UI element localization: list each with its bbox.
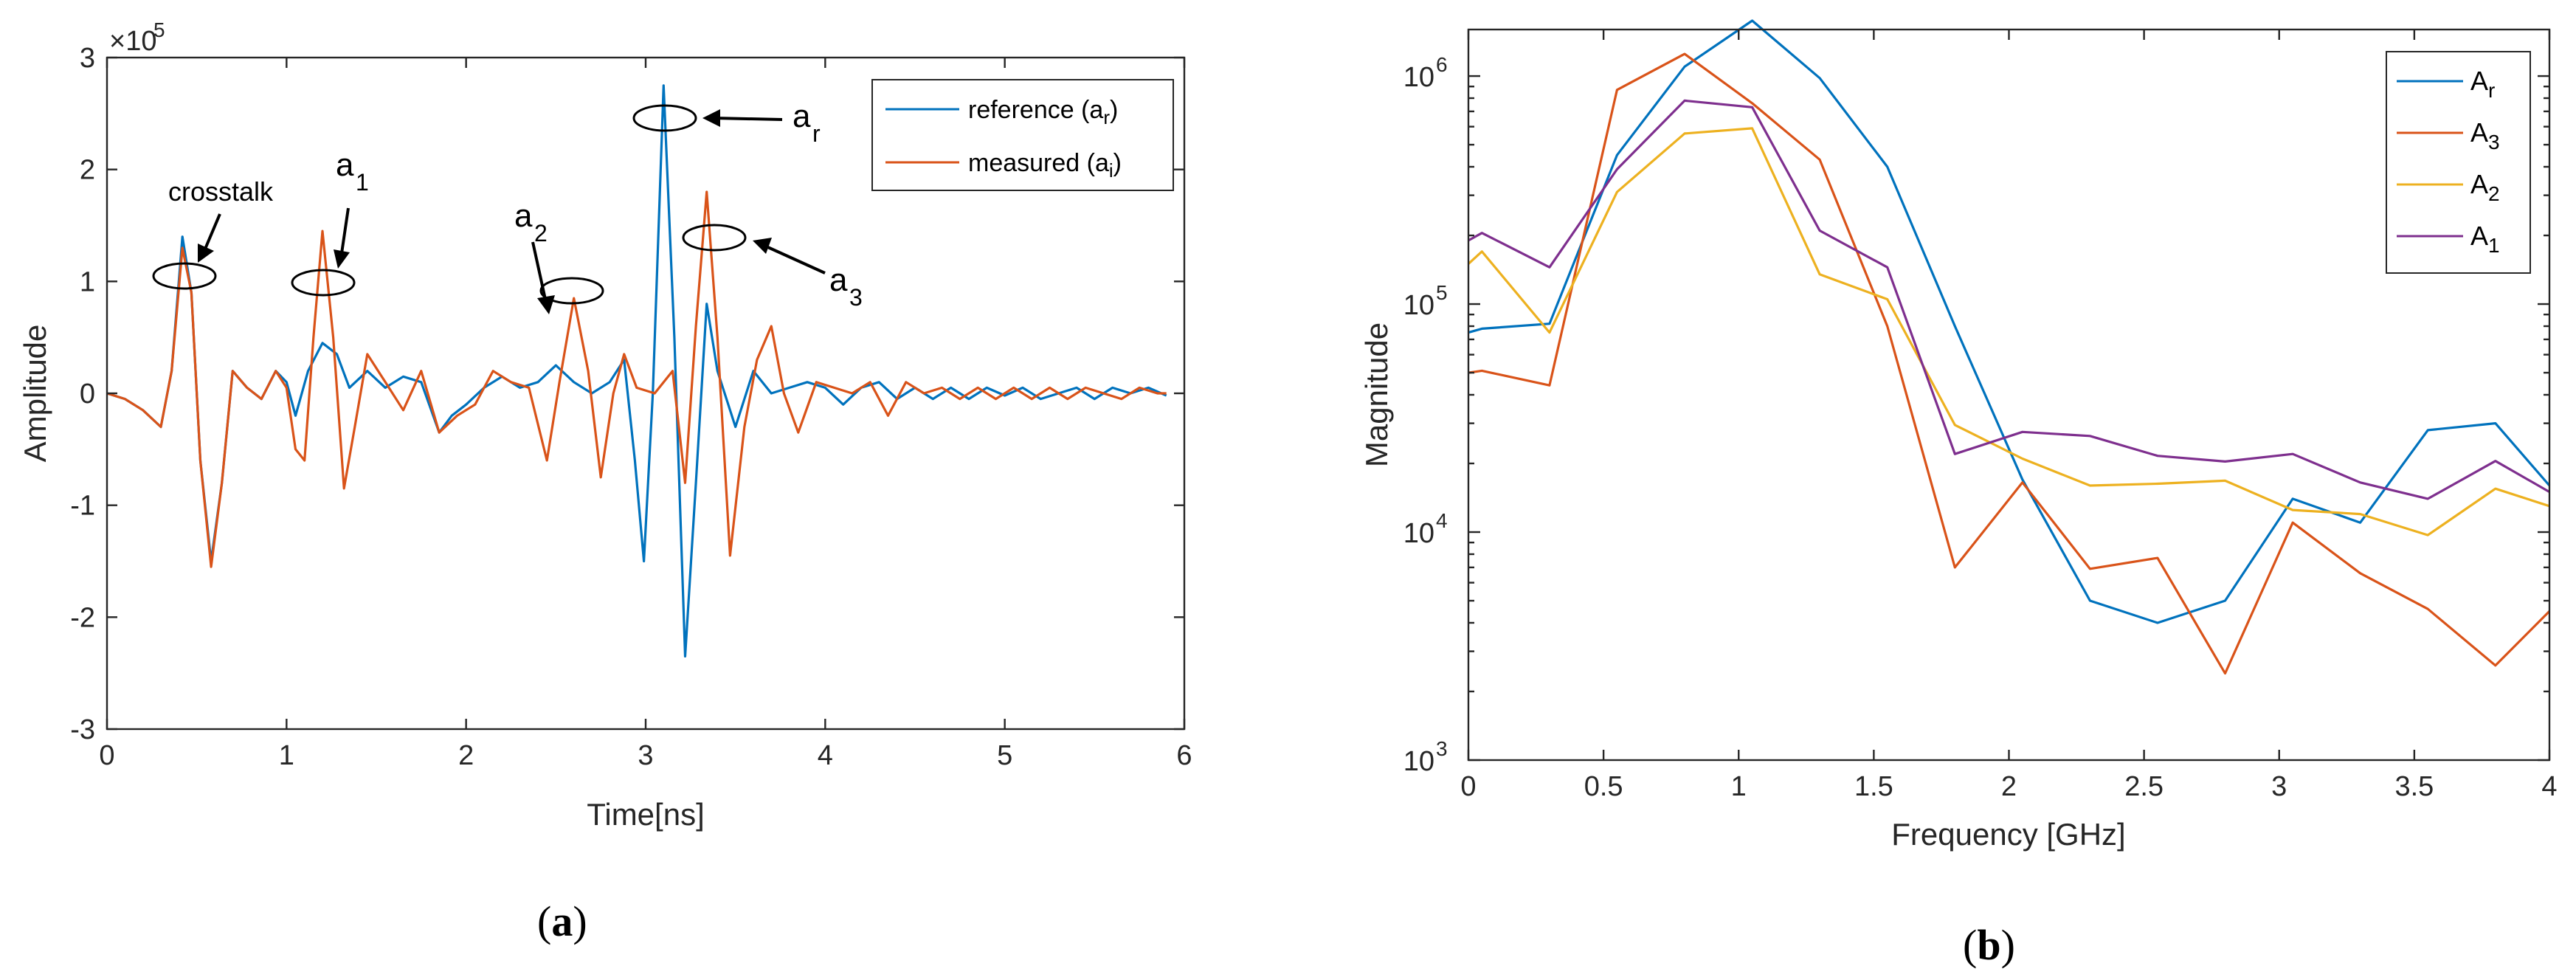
panel-b-xtick-label: 0.5 (1584, 771, 1623, 802)
panel-b-xtick-label: 1.5 (1854, 771, 1893, 802)
crosstalk-label: crosstalk (168, 176, 274, 207)
panel-b-ytick-label: 10 (1403, 746, 1434, 777)
panel-b-series-group (1467, 19, 2551, 675)
panel-a-ytick-label: -1 (70, 491, 95, 522)
panel-a-ytick-label: 1 (80, 266, 95, 297)
panel-a-xtick-label: 2 (458, 740, 474, 771)
panel-a-ytick-label: -3 (70, 714, 95, 745)
panel-a-ytick-label: 2 (80, 155, 95, 186)
a1-arrow (339, 207, 350, 259)
legend-reference-label: reference (ar) (968, 96, 1118, 128)
panel-b-ytick-label: 10 (1403, 290, 1434, 321)
panel-b-xtick-label: 3.5 (2394, 771, 2434, 802)
panel-b-series-line-A3 (1468, 52, 2551, 675)
a3-ellipse (682, 224, 747, 252)
a3-label-sub: 3 (849, 284, 863, 311)
panel-b-legend: Ar A3 A2 A1 (2386, 51, 2531, 274)
panel-b-xtick-label: 3 (2271, 771, 2287, 802)
panel-a-xlabel: Time[ns] (587, 797, 704, 832)
panel-b-caption: (b) (1963, 921, 2015, 969)
panel-b-legend-box (2386, 51, 2531, 274)
a1-label: a (336, 147, 354, 183)
crosstalk-arrow (202, 213, 221, 253)
panel-a-xtick-label: 0 (99, 740, 114, 771)
panel-a-ytick-label: -2 (70, 602, 95, 633)
panel-b-ytick-label: 10 (1403, 518, 1434, 549)
panel-b-ylabel: Magnitude (1359, 322, 1394, 467)
a2-label-sub: 2 (534, 220, 548, 246)
a1-label-sub: 1 (356, 169, 369, 196)
panel-b-xtick-label: 4 (2541, 771, 2557, 802)
panel-a-ylabel: Amplitude (18, 325, 52, 463)
panel-a-series-group (106, 84, 1167, 658)
panel-a-xtick-label: 5 (997, 740, 1012, 771)
legend-A2-label: A2 (2470, 169, 2500, 205)
panel-b-ytick-exponent: 6 (1436, 53, 1448, 76)
ar-label: a (793, 98, 811, 134)
a2-ellipse (539, 277, 604, 305)
legend-measured-label: measured (ai) (968, 149, 1122, 182)
panel-a-xtick-label: 3 (638, 740, 653, 771)
panel-b-xtick-label: 1 (1731, 771, 1747, 802)
legend-Ar-label: Ar (2470, 66, 2495, 102)
a3-label: a (829, 262, 848, 298)
panel-b-xtick-label: 0 (1460, 771, 1476, 802)
a3-arrow (762, 244, 826, 275)
ar-ellipse (632, 104, 697, 132)
a3-arrowhead (753, 238, 772, 254)
panel-a-annotations: crosstalk a 1 a 2 a r a 3 (152, 98, 863, 314)
panel-a-ytick-label: 3 (80, 43, 95, 74)
panel-a-xtick-label: 1 (279, 740, 294, 771)
panel-b-xtick-label: 2 (2001, 771, 2017, 802)
a1-ellipse (291, 269, 356, 297)
panel-a-exponent-base: ×10 (109, 26, 156, 57)
panel-a-caption: (a) (537, 897, 587, 945)
crosstalk-ellipse (152, 262, 217, 290)
legend-A3-label: A3 (2470, 117, 2500, 153)
panel-b-xlabel: Frequency [GHz] (1891, 817, 2125, 852)
panel-b-ytick-label: 10 (1403, 62, 1434, 93)
panel-b-series-line-A1 (1468, 99, 2550, 500)
panel-a-xtick-label: 6 (1176, 740, 1192, 771)
panel-a-legend: reference (ar) measured (ai) (871, 79, 1174, 191)
ar-arrow (714, 117, 783, 121)
panel-b-xtick-label: 2.5 (2124, 771, 2164, 802)
panel-a-series-line-measured (106, 190, 1167, 568)
panel-a-exponent-power: 5 (153, 18, 165, 41)
a2-arrowhead (537, 295, 555, 314)
a2-arrow (531, 241, 548, 303)
panel-a-legend-box (871, 79, 1174, 191)
panel-a-xtick-label: 4 (818, 740, 833, 771)
legend-A1-label: A1 (2470, 221, 2500, 257)
panel-b-series-line-Ar (1468, 19, 2551, 624)
ar-label-sub: r (812, 120, 821, 147)
crosstalk-arrowhead (198, 244, 214, 263)
panel-a-ytick-label: 0 (80, 379, 95, 410)
panel-b-ytick-exponent: 5 (1436, 281, 1448, 304)
ar-arrowhead (702, 109, 720, 127)
panel-b-ytick-exponent: 3 (1436, 737, 1448, 760)
panel-b-ytick-exponent: 4 (1436, 509, 1448, 532)
a2-label: a (514, 198, 533, 234)
panel-a: 0 1 2 3 4 5 6 -3 -2 -1 0 1 2 3 ×10 5 Time[ns] Amplitu… (18, 18, 1192, 945)
panel-b-plot-area (1468, 30, 2549, 760)
panel-a-axes: 0 1 2 3 4 5 6 -3 -2 -1 0 1 2 3 (70, 43, 1192, 771)
a1-arrowhead (334, 249, 350, 269)
